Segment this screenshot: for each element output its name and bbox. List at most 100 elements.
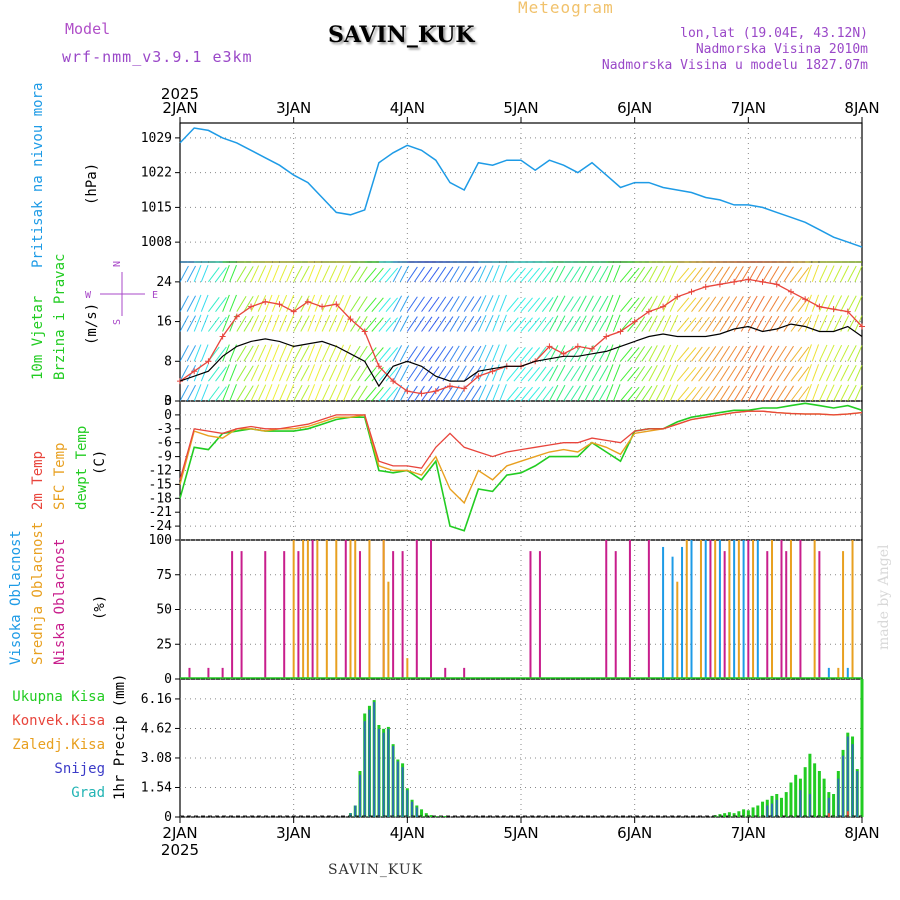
wind-arrow	[627, 347, 640, 362]
wind-subtitle: Brzina i Pravac	[52, 254, 68, 380]
wind-arrow	[222, 384, 230, 402]
cloud-bar	[387, 581, 390, 679]
wind-arrow	[669, 314, 679, 332]
wind-arrow	[797, 267, 810, 283]
wind-arrow	[350, 266, 361, 283]
wind-arrow	[833, 265, 843, 283]
wind-arrow	[769, 365, 780, 382]
wind-arrow	[442, 266, 454, 283]
pressure-tick-label: 1015	[141, 200, 172, 215]
wind-arrow	[200, 314, 209, 332]
meteogram-label: Meteogram	[518, 0, 614, 17]
wind-arrow	[769, 345, 780, 362]
wind-arrow	[612, 364, 621, 382]
precip-bar	[746, 810, 750, 817]
cloud-label-high: Visoka Oblacnost	[8, 530, 24, 665]
precip-bar	[846, 736, 849, 817]
wind-arrow	[513, 386, 526, 402]
wind-arrow	[570, 365, 581, 382]
wind-speed-marker	[177, 378, 183, 385]
wind-speed-marker	[731, 278, 738, 285]
wind-arrow	[563, 385, 574, 402]
precip-bar	[799, 790, 802, 817]
wind-arrow	[584, 384, 594, 402]
wind-arrow	[335, 265, 344, 283]
wind-arrow	[342, 384, 352, 402]
wind-arrow	[236, 315, 247, 332]
temp-tick-label: 0	[164, 408, 172, 423]
wind-arrow	[406, 385, 418, 402]
wind-arrow	[222, 364, 230, 382]
wind-arrow	[740, 315, 751, 332]
cloud-bar	[231, 551, 234, 679]
wind-arrow	[705, 346, 717, 362]
wind-arrow	[421, 296, 433, 312]
wind-arrow	[655, 345, 665, 362]
pressure-line	[179, 127, 863, 248]
wind-arrow	[513, 367, 526, 382]
wind-arrow	[620, 386, 633, 402]
wind-arrow	[669, 364, 679, 382]
wind-speed-marker	[333, 301, 340, 308]
wind-arrow	[811, 294, 820, 312]
precip-bar	[368, 709, 371, 817]
wind-arrow	[499, 294, 507, 312]
wind-arrow	[314, 264, 323, 283]
wind-arrow	[264, 384, 273, 402]
wind-arrow	[286, 384, 295, 402]
wind-arrow	[335, 314, 344, 332]
wind-arrow	[485, 344, 494, 362]
wind-arrow	[541, 366, 554, 382]
bottom-axis-tick-label: 4JAN	[390, 824, 425, 842]
cloud-bar	[681, 546, 684, 679]
wind-arrow	[456, 266, 467, 283]
wind-arrow	[271, 314, 280, 332]
wind-arrow	[421, 366, 433, 382]
wind-speed-marker	[475, 373, 482, 380]
wind-arrow	[392, 315, 403, 332]
wind-arrow	[477, 265, 487, 283]
wind-arrow	[357, 385, 368, 402]
wind-arrow	[783, 316, 794, 332]
wind-arrow	[840, 384, 850, 402]
temp-label-2m: 2m Temp	[30, 451, 46, 510]
wind-arrow	[435, 296, 447, 312]
wind-arrow	[740, 295, 751, 312]
wind-speed-marker	[631, 318, 638, 325]
wind-arrow	[762, 295, 773, 312]
wind-arrow	[712, 266, 724, 283]
wind-arrow	[264, 264, 273, 283]
wind-arrow	[669, 384, 679, 402]
compass-west: W	[85, 290, 92, 301]
wind-arrow	[506, 386, 519, 402]
precip-bar	[727, 812, 731, 817]
wind-arrow	[421, 316, 433, 332]
wind-arrow	[577, 384, 587, 402]
wind-arrow	[499, 384, 507, 402]
wind-arrow	[733, 295, 744, 312]
wind-arrow	[449, 266, 460, 283]
wind-arrow	[193, 294, 202, 312]
temp-label-dewpt: dewpt Temp	[74, 426, 90, 510]
cloud-bar	[785, 551, 788, 679]
wind-arrow	[783, 385, 794, 402]
wind-arrow	[676, 347, 690, 362]
wind-arrow	[548, 365, 559, 382]
wind-speed-marker	[347, 316, 354, 323]
wind-arrow	[328, 314, 338, 332]
wind-arrow	[193, 264, 202, 283]
wind-arrow	[215, 346, 227, 362]
wind-arrow	[676, 386, 690, 402]
wind-speed-marker	[844, 308, 851, 315]
wind-arrow	[286, 265, 295, 283]
wind-arrow	[726, 345, 738, 362]
wind-arrow	[421, 266, 433, 283]
bottom-axis-tick-label: 8JAN	[844, 824, 879, 842]
wind-arrow	[641, 385, 653, 402]
wind-arrow	[570, 296, 581, 312]
wind-arrow	[719, 345, 731, 362]
wind-arrow	[556, 315, 566, 332]
wind-arrow	[797, 386, 810, 402]
wind-arrow	[726, 296, 738, 312]
wind-arrow	[719, 316, 731, 332]
